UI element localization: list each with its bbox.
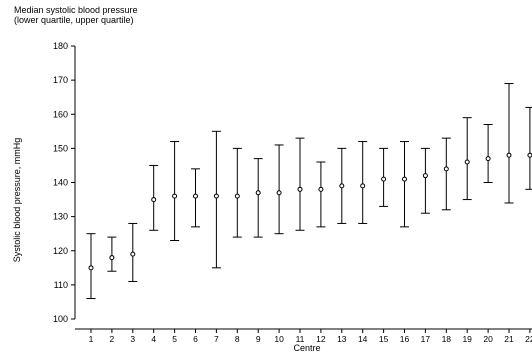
error-bar-12 — [316, 161, 326, 228]
median-point — [318, 186, 324, 192]
error-bar-11 — [295, 137, 305, 231]
x-tick-label: 21 — [504, 334, 514, 344]
y-tick-label: 100 — [53, 314, 68, 324]
median-point — [360, 183, 366, 189]
error-bar-14 — [358, 141, 368, 224]
median-point — [88, 265, 94, 271]
error-bar-1 — [86, 233, 96, 300]
error-bar-13 — [337, 147, 347, 224]
x-tick-label: 22 — [525, 334, 532, 344]
error-bar-16 — [400, 141, 409, 228]
median-point — [130, 251, 136, 257]
median-point — [172, 193, 178, 199]
y-axis-label: Systolic blood pressure, mmHg — [12, 138, 22, 263]
x-tick-label: 17 — [421, 334, 431, 344]
x-tick-label: 14 — [358, 334, 368, 344]
error-bar-15 — [379, 147, 389, 207]
median-point — [381, 176, 387, 182]
x-axis-label: Centre — [293, 343, 320, 353]
x-tick-label: 12 — [316, 334, 326, 344]
y-tick-label: 120 — [53, 246, 68, 256]
x-tick-label: 7 — [214, 334, 219, 344]
y-tick-label: 130 — [53, 212, 68, 222]
median-point — [109, 255, 115, 261]
error-bar-5 — [170, 141, 180, 242]
y-tick-label: 110 — [54, 280, 68, 290]
y-tick-label: 170 — [53, 75, 68, 85]
chart-title: Median systolic blood pressure — [14, 5, 138, 15]
error-bar-19 — [462, 117, 472, 201]
error-bar-6 — [191, 168, 200, 228]
median-point — [339, 183, 345, 189]
median-point — [297, 186, 303, 192]
median-point — [213, 193, 219, 199]
x-tick-label: 3 — [130, 334, 135, 344]
x-tick-label: 16 — [400, 334, 410, 344]
error-bar-22 — [525, 106, 532, 190]
error-bar-7 — [211, 130, 221, 269]
x-tick-label: 19 — [462, 334, 472, 344]
y-tick-label: 160 — [53, 109, 68, 119]
x-tick-label: 5 — [172, 334, 177, 344]
median-point — [443, 166, 449, 172]
error-bar-20 — [483, 123, 493, 183]
median-point — [527, 152, 532, 158]
median-point — [422, 173, 428, 179]
chart-subtitle: (lower quartile, upper quartile) — [14, 15, 134, 25]
y-tick-label: 140 — [53, 178, 68, 188]
y-tick-label: 150 — [53, 143, 68, 153]
x-tick-label: 13 — [337, 334, 347, 344]
median-point — [402, 176, 407, 182]
median-point — [234, 193, 240, 199]
x-tick-label: 10 — [274, 334, 284, 344]
x-tick-label: 18 — [442, 334, 452, 344]
x-tick-label: 4 — [151, 334, 156, 344]
median-point — [506, 152, 512, 158]
x-tick-label: 6 — [193, 334, 198, 344]
median-point — [255, 190, 261, 196]
x-tick-label: 1 — [89, 334, 94, 344]
median-point — [485, 156, 491, 162]
x-tick-label: 20 — [483, 334, 493, 344]
x-tick-label: 11 — [296, 334, 305, 344]
x-tick-label: 8 — [235, 334, 240, 344]
median-point — [464, 159, 470, 165]
x-tick-label: 15 — [379, 334, 389, 344]
error-bar-21 — [504, 83, 514, 204]
error-bar-10 — [274, 144, 284, 235]
error-bar-17 — [420, 147, 430, 214]
error-bar-2 — [107, 236, 117, 272]
median-point — [151, 197, 157, 203]
y-tick-label: 180 — [53, 41, 68, 51]
error-bar-9 — [253, 158, 263, 238]
error-bar-4 — [149, 164, 159, 231]
error-bar-18 — [441, 137, 451, 211]
median-point — [193, 193, 198, 199]
median-point — [276, 190, 282, 196]
x-tick-label: 2 — [110, 334, 115, 344]
x-tick-label: 9 — [256, 334, 261, 344]
error-bar-8 — [232, 147, 242, 238]
error-bar-3 — [128, 222, 138, 282]
